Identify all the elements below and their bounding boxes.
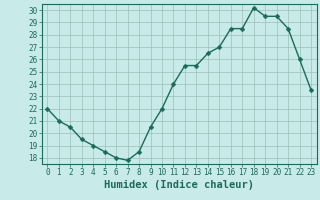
X-axis label: Humidex (Indice chaleur): Humidex (Indice chaleur)	[104, 180, 254, 190]
